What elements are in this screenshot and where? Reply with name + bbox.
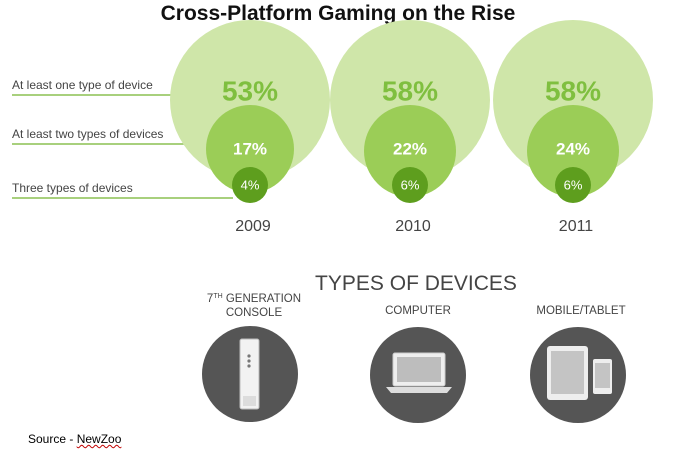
bubble-group-2010: 58% 22% 6% 2010 xyxy=(330,20,490,235)
laptop-icon xyxy=(386,352,452,393)
year-label-2011: 2011 xyxy=(559,218,594,235)
device-label-computer: COMPUTER xyxy=(385,305,451,317)
bubble-two-2011 xyxy=(527,105,619,197)
data-label-two-2010: 22% xyxy=(393,139,427,158)
legend-label-one: At least one type of device xyxy=(12,78,153,92)
legend-label-three: Three types of devices xyxy=(12,181,133,195)
data-label-three-2011: 6% xyxy=(564,177,583,192)
source-name[interactable]: NewZoo xyxy=(76,432,122,446)
bubble-two-2009 xyxy=(206,105,294,193)
device-computer: COMPUTER xyxy=(370,305,466,423)
data-label-one-2010: 58% xyxy=(382,75,438,106)
device-label-console-line2: CONSOLE xyxy=(226,307,283,319)
device-label-console-sup: TH xyxy=(213,293,222,300)
devices-heading: TYPES OF DEVICES xyxy=(315,272,517,295)
data-label-one-2009: 53% xyxy=(222,75,278,106)
bubble-three-2010 xyxy=(392,167,428,203)
bubble-group-2011: 58% 24% 6% 2011 xyxy=(493,20,653,235)
legend-label-two: At least two types of devices xyxy=(12,127,163,141)
device-label-console-number: 7 xyxy=(207,293,213,305)
tablet-phone-icon xyxy=(547,346,612,400)
data-label-two-2009: 17% xyxy=(233,139,267,158)
device-mobile: MOBILE/TABLET xyxy=(530,305,626,423)
device-console: 7TH GENERATION CONSOLE xyxy=(202,293,301,422)
bubble-three-2011 xyxy=(555,167,591,203)
bubble-group-2009: 53% 17% 4% 2009 xyxy=(170,20,330,235)
bubble-groups: 53% 17% 4% 2009 58% 22% 6% 2010 58% 24% 6% 2011 xyxy=(170,20,653,235)
data-label-three-2010: 6% xyxy=(401,177,420,192)
bubble-three-2009 xyxy=(232,167,268,203)
data-label-three-2009: 4% xyxy=(241,177,260,192)
console-icon xyxy=(239,338,260,410)
bubble-two-2010 xyxy=(364,105,456,197)
source-note: Source - NewZoo xyxy=(28,432,121,446)
data-label-two-2011: 24% xyxy=(556,139,590,158)
year-label-2009: 2009 xyxy=(235,218,271,235)
data-label-one-2011: 58% xyxy=(545,75,601,106)
legend-labels: At least one type of device At least two… xyxy=(12,78,163,195)
source-prefix: Source - xyxy=(28,432,77,446)
chart-title: Cross-Platform Gaming on the Rise xyxy=(160,2,516,25)
year-label-2010: 2010 xyxy=(395,218,431,235)
device-label-console-line1: 7TH GENERATION xyxy=(207,293,301,305)
device-label-console-text: GENERATION xyxy=(223,293,301,305)
device-label-mobile: MOBILE/TABLET xyxy=(536,305,625,317)
